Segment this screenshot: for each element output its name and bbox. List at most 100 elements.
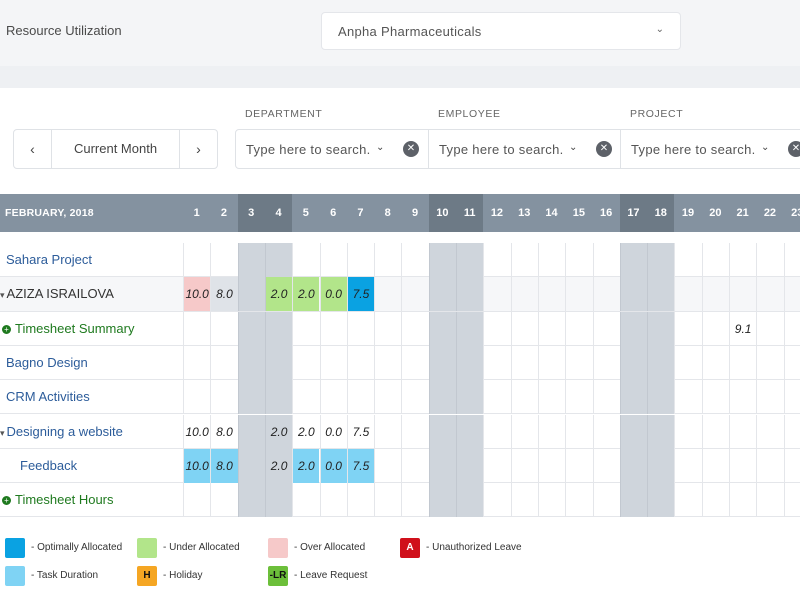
day-cell-3[interactable] <box>237 483 265 518</box>
row-label[interactable]: CRM Activities <box>0 380 183 414</box>
day-cell-17[interactable] <box>619 243 648 277</box>
day-cell-21[interactable] <box>729 243 756 277</box>
day-cell-23[interactable] <box>783 414 800 449</box>
day-cell-15[interactable] <box>565 311 592 346</box>
day-cell-11[interactable] <box>456 311 484 346</box>
day-cell-4[interactable] <box>264 483 293 518</box>
day-cell-20[interactable] <box>701 483 729 518</box>
project-search-input[interactable]: Type here to search. <box>631 142 756 157</box>
day-cell-21[interactable] <box>729 277 756 312</box>
day-cell-16[interactable] <box>592 345 620 380</box>
day-cell-12[interactable] <box>483 277 510 312</box>
day-cell-12[interactable] <box>483 448 510 483</box>
expand-plus-icon[interactable]: + <box>2 496 11 506</box>
clear-icon[interactable]: ✕ <box>403 141 419 157</box>
day-cell-11[interactable] <box>456 345 484 380</box>
day-cell-17[interactable] <box>619 380 648 415</box>
day-cell-23[interactable] <box>783 448 800 483</box>
day-cell-2[interactable] <box>210 483 237 518</box>
day-cell-22[interactable] <box>756 345 783 380</box>
department-search-input[interactable]: Type here to search. <box>246 142 371 157</box>
day-cell-19[interactable] <box>674 448 701 483</box>
day-cell-11[interactable] <box>456 448 484 483</box>
day-cell-1[interactable] <box>183 311 210 346</box>
day-cell-8[interactable] <box>374 380 401 415</box>
day-cell-12[interactable] <box>483 243 510 277</box>
day-cell-19[interactable] <box>674 483 701 518</box>
day-cell-9[interactable] <box>401 483 428 518</box>
day-cell-22[interactable] <box>756 448 783 483</box>
day-cell-1[interactable] <box>183 483 210 518</box>
day-cell-11[interactable] <box>456 380 484 415</box>
day-cell-4[interactable]: 2.0 <box>264 414 293 449</box>
day-cell-6[interactable] <box>319 345 347 380</box>
day-cell-18[interactable] <box>647 277 675 312</box>
day-cell-15[interactable] <box>565 414 592 449</box>
employee-filter[interactable]: Type here to search. ⌄ ✕ <box>428 130 620 168</box>
day-cell-21[interactable] <box>729 380 756 415</box>
day-cell-19[interactable] <box>674 243 701 277</box>
day-cell-22[interactable] <box>756 414 783 449</box>
day-cell-1[interactable]: 10.0 <box>183 448 211 483</box>
day-cell-7[interactable]: 7.5 <box>346 414 374 449</box>
day-cell-6[interactable] <box>319 483 347 518</box>
day-cell-2[interactable]: 8.0 <box>210 448 238 483</box>
day-cell-11[interactable] <box>456 414 484 449</box>
day-cell-9[interactable] <box>401 448 428 483</box>
day-cell-12[interactable] <box>483 414 510 449</box>
day-cell-16[interactable] <box>592 483 620 518</box>
table-row[interactable]: Feedback 10.0 8.0 2.0 2.0 0.0 7.5 <box>0 448 800 484</box>
day-cell-23[interactable] <box>783 345 800 380</box>
day-cell-16[interactable] <box>592 277 620 312</box>
day-cell-18[interactable] <box>647 345 675 380</box>
day-cell-3[interactable] <box>237 243 265 277</box>
day-cell-13[interactable] <box>510 380 538 415</box>
day-cell-6[interactable]: 0.0 <box>319 277 347 312</box>
day-cell-15[interactable] <box>565 345 592 380</box>
day-cell-12[interactable] <box>483 483 510 518</box>
employee-search-input[interactable]: Type here to search. <box>439 142 564 157</box>
row-label[interactable]: + Timesheet Hours <box>0 483 183 517</box>
day-cell-10[interactable] <box>428 311 456 346</box>
day-cell-9[interactable] <box>401 414 428 449</box>
day-cell-13[interactable] <box>510 414 538 449</box>
day-cell-9[interactable] <box>401 243 428 277</box>
day-cell-17[interactable] <box>619 483 648 518</box>
row-label[interactable]: Bagno Design <box>0 346 183 380</box>
day-cell-22[interactable] <box>756 380 783 415</box>
day-cell-21[interactable]: 9.1 <box>729 311 756 346</box>
day-cell-17[interactable] <box>619 345 648 380</box>
day-cell-21[interactable] <box>729 448 756 483</box>
day-cell-14[interactable] <box>537 345 565 380</box>
day-cell-12[interactable] <box>483 380 510 415</box>
chevron-down-icon[interactable]: ⌄ <box>376 142 385 153</box>
day-cell-15[interactable] <box>565 277 592 312</box>
day-cell-17[interactable] <box>619 311 648 346</box>
day-cell-16[interactable] <box>592 380 620 415</box>
day-cell-17[interactable] <box>619 448 648 483</box>
day-cell-5[interactable]: 2.0 <box>292 277 320 312</box>
company-select[interactable]: Anpha Pharmaceuticals ⌄ <box>321 12 681 50</box>
day-cell-18[interactable] <box>647 483 675 518</box>
day-cell-8[interactable] <box>374 277 401 312</box>
day-cell-3[interactable] <box>237 345 265 380</box>
day-cell-10[interactable] <box>428 448 456 483</box>
day-cell-7[interactable] <box>346 483 374 518</box>
day-cell-10[interactable] <box>428 345 456 380</box>
next-month-button[interactable]: › <box>179 130 217 168</box>
day-cell-11[interactable] <box>456 277 484 312</box>
day-cell-9[interactable] <box>401 311 428 346</box>
day-cell-5[interactable] <box>292 483 319 518</box>
day-cell-6[interactable] <box>319 380 347 415</box>
day-cell-14[interactable] <box>537 380 565 415</box>
day-cell-20[interactable] <box>701 311 729 346</box>
day-cell-19[interactable] <box>674 277 701 312</box>
day-cell-5[interactable] <box>292 345 319 380</box>
day-cell-18[interactable] <box>647 311 675 346</box>
day-cell-2[interactable] <box>210 345 237 380</box>
day-cell-6[interactable]: 0.0 <box>319 414 347 449</box>
day-cell-13[interactable] <box>510 243 538 277</box>
day-cell-5[interactable] <box>292 243 319 277</box>
day-cell-23[interactable] <box>783 380 800 415</box>
day-cell-17[interactable] <box>619 277 648 312</box>
